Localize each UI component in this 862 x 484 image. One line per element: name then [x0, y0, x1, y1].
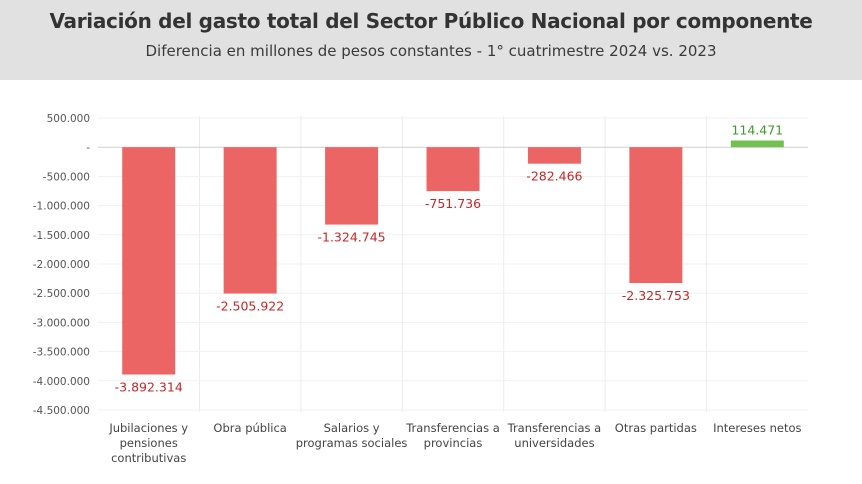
bar-chart: 500.000 - -500.000 -1.000.000 -1.500.000 -2.0…	[33, 113, 808, 465]
data-label: -3.892.314	[115, 380, 183, 395]
x-tick-label: contributivas	[111, 451, 186, 465]
bar	[629, 147, 683, 284]
x-tick-label: provincias	[424, 436, 483, 450]
data-label: -751.736	[425, 196, 481, 211]
bar	[730, 140, 784, 148]
y-tick-label: 500.000	[47, 113, 90, 125]
x-tick-label: pensiones	[120, 436, 178, 450]
y-tick-label: -2.500.000	[33, 288, 90, 300]
bar	[426, 147, 480, 192]
y-tick-label: -500.000	[43, 171, 90, 183]
bar	[223, 147, 277, 294]
x-tick-label: Transferencias a	[405, 421, 500, 435]
y-tick-label: -1.500.000	[33, 230, 90, 242]
data-label: 114.471	[731, 123, 783, 138]
bar	[527, 147, 581, 164]
x-tick-label: universidades	[514, 436, 594, 450]
x-tick-label: Transferencias a	[507, 421, 602, 435]
x-tick-label: Salarios y	[324, 421, 380, 435]
y-tick-label: -4.000.000	[33, 376, 90, 388]
bar	[325, 147, 379, 225]
y-tick-label: -3.000.000	[33, 317, 90, 329]
bar	[122, 147, 176, 375]
x-tick-label: Intereses netos	[713, 421, 801, 435]
y-tick-label: -	[86, 142, 90, 154]
y-tick-label: -1.000.000	[33, 201, 90, 213]
data-label: -282.466	[526, 169, 582, 184]
x-tick-label: Otras partidas	[615, 421, 697, 435]
y-tick-label: -4.500.000	[33, 405, 90, 417]
y-tick-label: -2.000.000	[33, 259, 90, 271]
x-tick-label: Jubilaciones y	[108, 421, 188, 435]
y-tick-label: -3.500.000	[33, 347, 90, 359]
x-tick-label: Obra pública	[213, 421, 286, 435]
data-label: -2.505.922	[216, 299, 284, 314]
chart-subtitle: Diferencia en millones de pesos constant…	[145, 42, 717, 60]
chart-title: Variación del gasto total del Sector Púb…	[49, 9, 813, 33]
data-label: -2.325.753	[622, 288, 690, 303]
chart-header: Variación del gasto total del Sector Púb…	[0, 0, 862, 80]
x-tick-label: programas sociales	[296, 436, 408, 450]
data-label: -1.324.745	[318, 230, 386, 245]
